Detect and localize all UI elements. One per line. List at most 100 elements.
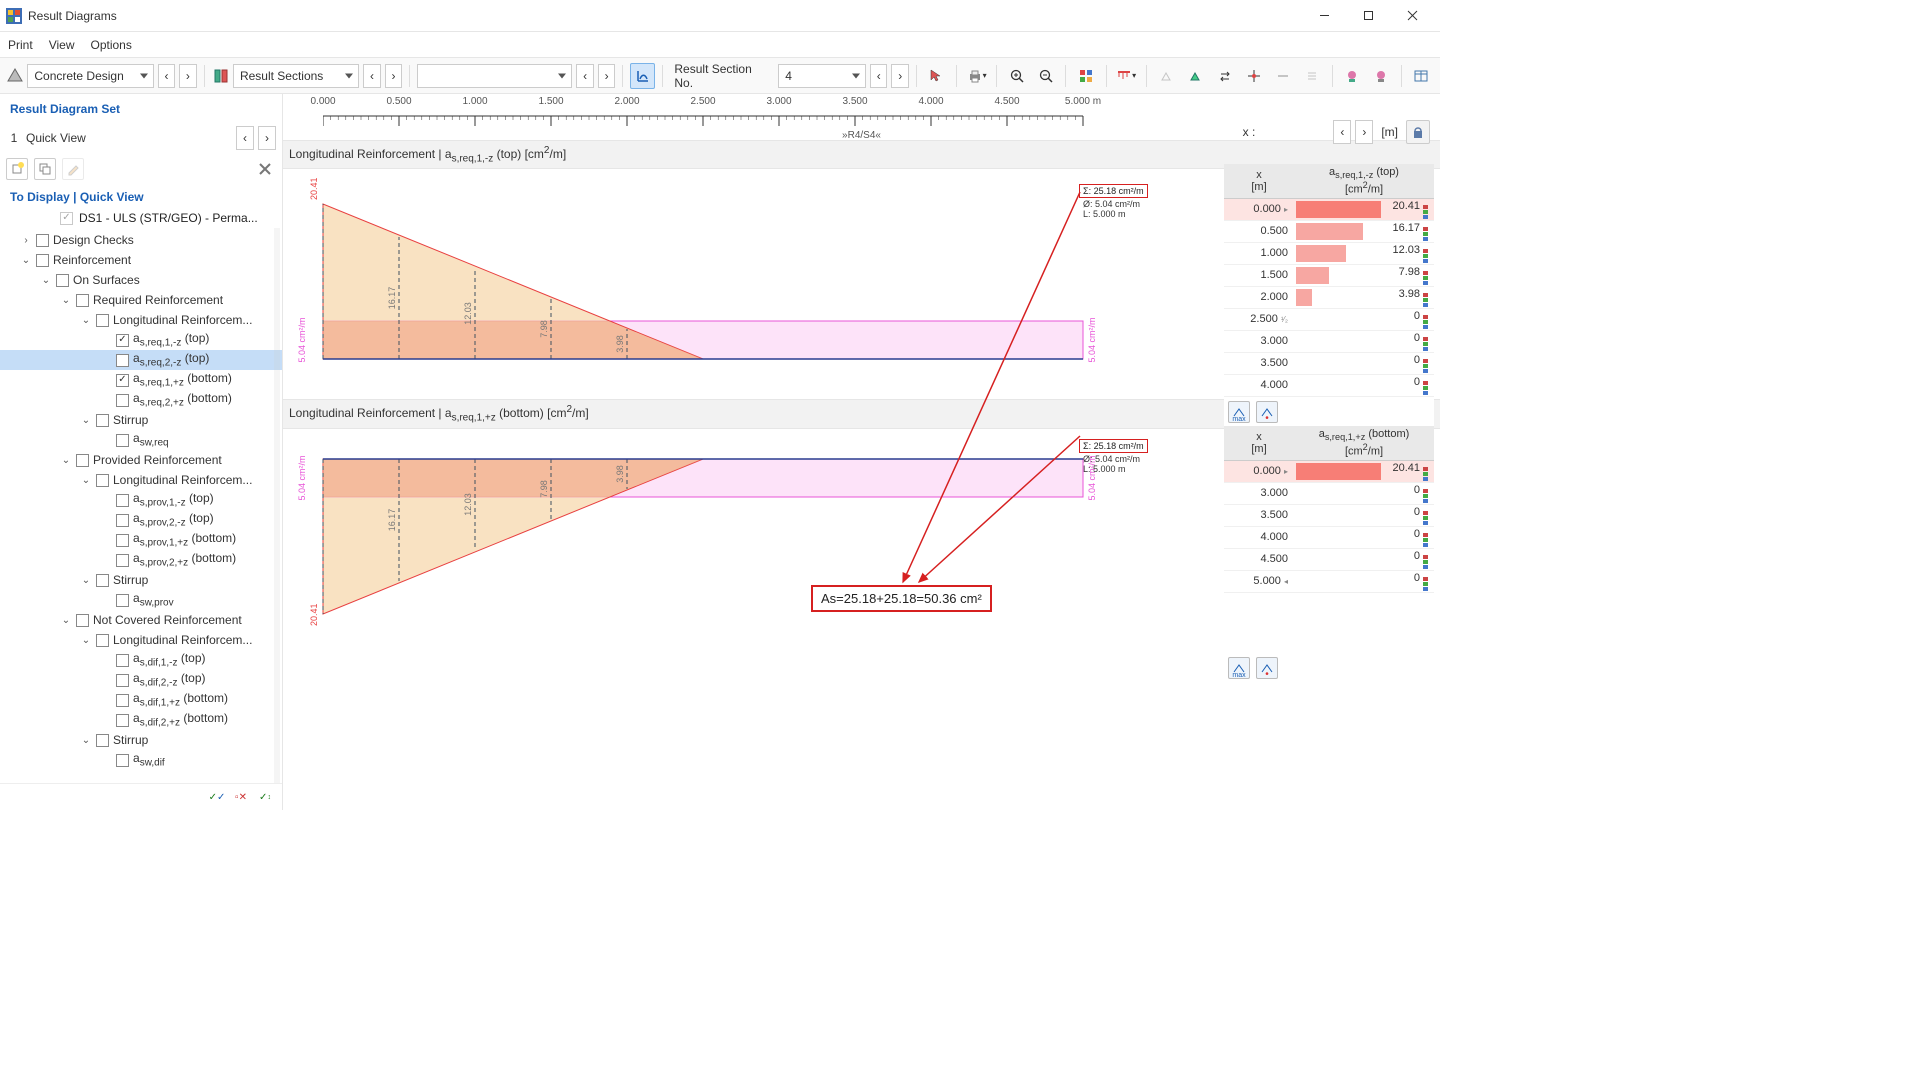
tree-item[interactable]: asw,dif	[0, 750, 282, 770]
svg-text:7.98: 7.98	[539, 321, 549, 339]
sumbox-1-extra: Ø: 5.04 cm²/mL: 5.000 m	[1083, 199, 1140, 219]
svg-text:3.98: 3.98	[615, 336, 625, 354]
panel-close-icon[interactable]	[254, 158, 276, 180]
quick-index: 1	[6, 131, 22, 145]
tree-item[interactable]: ⌄Longitudinal Reinforcem...	[0, 310, 282, 330]
main-area: 0.0000.5001.0001.5002.0002.5003.0003.500…	[283, 94, 1440, 810]
copy-icon[interactable]	[34, 158, 56, 180]
print-icon[interactable]: ▾	[964, 63, 989, 89]
tree-item[interactable]: as,req,2,-z (top)	[0, 350, 282, 370]
data-table-1: x[m]as,req,1,-z (top)[cm2/m]0.000 ▸20.41…	[1224, 164, 1434, 427]
swap-icon[interactable]	[1212, 63, 1237, 89]
svg-text:20.41: 20.41	[309, 178, 319, 201]
nav-prev-2[interactable]: ‹	[363, 64, 380, 88]
tree-item[interactable]: ⌄Not Covered Reinforcement	[0, 610, 282, 630]
tree-item[interactable]: as,prov,1,+z (bottom)	[0, 530, 282, 550]
lock-icon[interactable]	[1406, 120, 1430, 144]
table-icon[interactable]	[1409, 63, 1434, 89]
toggle-all-icon[interactable]: ✓↕	[256, 788, 274, 806]
snap-icon[interactable]	[1241, 63, 1266, 89]
tree-item[interactable]: as,req,1,+z (bottom)	[0, 370, 282, 390]
toggle-icon[interactable]	[630, 63, 655, 89]
x-next[interactable]: ›	[1355, 120, 1373, 144]
section-no-select[interactable]: 4	[778, 64, 866, 88]
new-icon[interactable]	[6, 158, 28, 180]
x-label: x :	[1243, 125, 1256, 139]
zoom-out-icon[interactable]	[1033, 63, 1058, 89]
nav-prev-1[interactable]: ‹	[158, 64, 175, 88]
tree-item[interactable]: as,dif,1,+z (bottom)	[0, 690, 282, 710]
sections-select[interactable]: Result Sections	[233, 64, 359, 88]
tree-item[interactable]: ⌄Reinforcement	[0, 250, 282, 270]
display-title: To Display | Quick View	[0, 184, 282, 208]
pointer-icon[interactable]	[924, 63, 949, 89]
tree-item[interactable]: ⌄Stirrup	[0, 570, 282, 590]
tree-item[interactable]: as,dif,2,+z (bottom)	[0, 710, 282, 730]
preset-2-icon[interactable]	[1369, 63, 1394, 89]
tree-item[interactable]: ⌄Longitudinal Reinforcem...	[0, 630, 282, 650]
color-icon[interactable]	[1073, 63, 1098, 89]
support-icon-2[interactable]	[1183, 63, 1208, 89]
nav-next-3[interactable]: ›	[598, 64, 615, 88]
tree-item[interactable]: as,prov,2,-z (top)	[0, 510, 282, 530]
close-button[interactable]	[1390, 1, 1434, 31]
menu-options[interactable]: Options	[90, 38, 131, 52]
tree-item[interactable]: asw,req	[0, 430, 282, 450]
sections-icon	[212, 67, 229, 85]
beam-load-icon[interactable]: ▾	[1114, 63, 1139, 89]
data-table-2: x[m]as,req,1,+z (bottom)[cm2/m]0.000 ▸20…	[1224, 426, 1434, 683]
tree-item[interactable]: as,dif,1,-z (top)	[0, 650, 282, 670]
menu-view[interactable]: View	[49, 38, 75, 52]
tree-item[interactable]: as,prov,2,+z (bottom)	[0, 550, 282, 570]
svg-text:12.03: 12.03	[463, 303, 473, 326]
check-all-icon[interactable]: ✓✓	[208, 788, 226, 806]
zoom-in-icon[interactable]	[1004, 63, 1029, 89]
empty-select[interactable]	[417, 64, 572, 88]
ds1-checkbox[interactable]	[60, 212, 73, 225]
qv-prev[interactable]: ‹	[236, 126, 254, 150]
maximize-button[interactable]	[1346, 1, 1390, 31]
max-button-1[interactable]: max	[1228, 401, 1250, 423]
design-select[interactable]: Concrete Design	[27, 64, 153, 88]
filter-button-2[interactable]: •	[1256, 657, 1278, 679]
support-icon-1[interactable]	[1154, 63, 1179, 89]
flat-icon[interactable]	[1270, 63, 1295, 89]
menu-print[interactable]: Print	[8, 38, 33, 52]
tree-item[interactable]: as,dif,2,-z (top)	[0, 670, 282, 690]
tree-item[interactable]: ⌄Stirrup	[0, 730, 282, 750]
tree-item[interactable]: as,req,2,+z (bottom)	[0, 390, 282, 410]
svg-text:3.98: 3.98	[615, 465, 625, 483]
nav-next-4[interactable]: ›	[891, 64, 908, 88]
tree-item[interactable]: ⌄Required Reinforcement	[0, 290, 282, 310]
filter-button-1[interactable]: •	[1256, 401, 1278, 423]
x-prev[interactable]: ‹	[1333, 120, 1351, 144]
tree-item[interactable]: ›Design Checks	[0, 230, 282, 250]
sumbox-1: Σ: 25.18 cm²/m	[1079, 184, 1148, 198]
max-button-2[interactable]: max	[1228, 657, 1250, 679]
nav-next-2[interactable]: ›	[385, 64, 402, 88]
nav-next-1[interactable]: ›	[179, 64, 196, 88]
svg-text:5.04 cm²/m: 5.04 cm²/m	[297, 318, 307, 363]
sumbox-2-extra: Ø: 5.04 cm²/mL: 5.000 m	[1083, 454, 1140, 474]
edit-icon[interactable]	[62, 158, 84, 180]
tree-item[interactable]: ⌄Longitudinal Reinforcem...	[0, 470, 282, 490]
tree-item[interactable]: asw,prov	[0, 590, 282, 610]
preset-1-icon[interactable]	[1340, 63, 1365, 89]
tree-item[interactable]: ⌄On Surfaces	[0, 270, 282, 290]
svg-text:16.17: 16.17	[387, 509, 397, 532]
uncheck-all-icon[interactable]: ▫✕	[232, 788, 250, 806]
section-no-label: Result Section No.	[674, 62, 770, 90]
tree-item[interactable]: ⌄Provided Reinforcement	[0, 450, 282, 470]
quick-view-select[interactable]: Quick View	[26, 131, 232, 145]
nav-prev-3[interactable]: ‹	[576, 64, 593, 88]
qv-next[interactable]: ›	[258, 126, 276, 150]
ruler-subtitle: »R4/S4«	[842, 130, 881, 141]
tree-item[interactable]: ⌄Stirrup	[0, 410, 282, 430]
tree-item[interactable]: as,prov,1,-z (top)	[0, 490, 282, 510]
minimize-button[interactable]	[1302, 1, 1346, 31]
list-icon[interactable]	[1299, 63, 1324, 89]
x-unit: [m]	[1381, 125, 1398, 139]
tree-item[interactable]: as,req,1,-z (top)	[0, 330, 282, 350]
nav-prev-4[interactable]: ‹	[870, 64, 887, 88]
diagram-1-chart: 16.1712.037.983.9820.415.04 cm²/m5.04 cm…	[283, 169, 1113, 389]
